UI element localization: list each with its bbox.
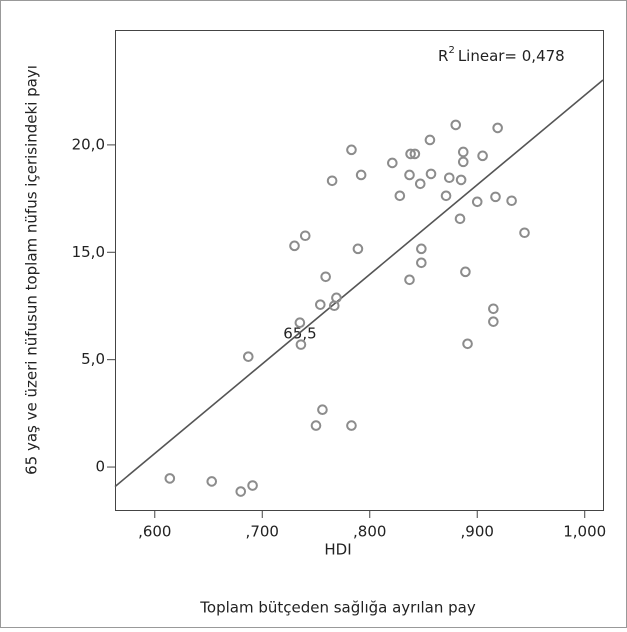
y-tick-label: 20,0 <box>72 135 105 153</box>
r2-prefix: R <box>438 47 448 65</box>
y-tick-label: 5,0 <box>81 350 105 368</box>
point <box>460 266 471 278</box>
r2-annotation: R2 Linear= 0,478 <box>438 45 565 65</box>
point <box>346 144 357 156</box>
point <box>506 195 517 207</box>
y-axis-label: 65 yaş ve üzeri nüfusun toplam nüfus içe… <box>23 65 41 475</box>
x-tick-label: ,700 <box>246 523 279 541</box>
point <box>328 300 340 312</box>
point <box>352 243 364 255</box>
x-tick-label: ,800 <box>353 523 386 541</box>
point <box>404 169 415 181</box>
point <box>394 190 406 202</box>
r2-text: Linear= 0,478 <box>458 47 565 65</box>
point <box>519 227 530 239</box>
point <box>317 404 328 416</box>
point <box>164 473 176 484</box>
point <box>404 274 415 286</box>
point <box>477 150 488 162</box>
point <box>454 213 466 225</box>
point <box>294 317 306 329</box>
x-tick-label: ,900 <box>461 523 494 541</box>
x-tick-label: 1,000 <box>563 523 606 541</box>
y-tick-label: 15,0 <box>72 243 105 261</box>
point <box>424 134 436 146</box>
point <box>488 316 499 327</box>
r2-sup: 2 <box>448 45 454 56</box>
point <box>414 178 426 190</box>
point <box>409 148 421 160</box>
point <box>455 174 467 186</box>
point <box>346 420 357 431</box>
caption: Toplam bütçeden sağlığa ayrılan pay <box>199 599 476 617</box>
point <box>405 148 416 160</box>
point <box>443 172 455 184</box>
point <box>490 191 501 203</box>
x-axis-label: HDI <box>324 541 351 559</box>
point <box>387 157 398 169</box>
point <box>206 476 218 487</box>
point <box>235 486 247 497</box>
y-tick-label: 0 <box>95 458 105 476</box>
point <box>462 338 473 350</box>
point <box>450 119 462 131</box>
point <box>492 122 503 134</box>
point <box>416 257 427 269</box>
point <box>242 351 254 362</box>
point <box>488 303 499 315</box>
point <box>247 480 258 491</box>
fit-line <box>114 79 604 488</box>
point <box>289 240 300 252</box>
point <box>326 175 338 187</box>
point <box>320 271 331 283</box>
point <box>299 230 311 242</box>
point <box>425 168 437 180</box>
point <box>310 420 322 431</box>
point <box>295 339 307 350</box>
plot-area <box>115 30 604 511</box>
point <box>416 243 427 255</box>
point <box>457 146 469 158</box>
point <box>355 169 367 181</box>
x-tick-label: ,600 <box>138 523 171 541</box>
point <box>471 196 483 208</box>
point <box>315 299 326 310</box>
point <box>457 156 469 168</box>
point <box>440 190 452 202</box>
